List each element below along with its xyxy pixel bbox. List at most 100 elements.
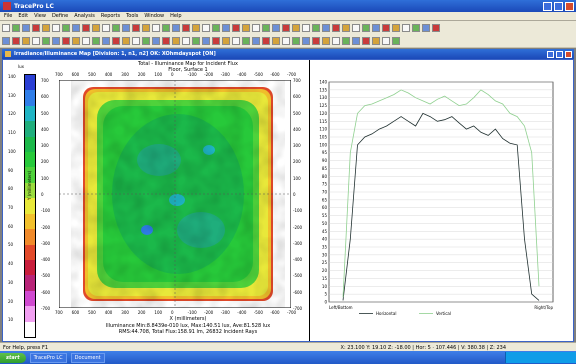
taskbar-item[interactable]: Document — [70, 352, 105, 363]
toolbar-button[interactable] — [32, 23, 40, 32]
toolbar-button[interactable] — [62, 23, 70, 32]
toolbar-button[interactable] — [132, 23, 140, 32]
toolbar-button[interactable] — [142, 23, 150, 32]
menu-tools[interactable]: Tools — [126, 13, 139, 19]
start-button[interactable]: start — [0, 352, 26, 363]
toolbar-button[interactable] — [122, 36, 130, 45]
menu-edit[interactable]: Edit — [18, 13, 29, 19]
menu-analysis[interactable]: Analysis — [74, 13, 95, 19]
toolbar-button[interactable] — [282, 23, 290, 32]
toolbar-button[interactable] — [252, 36, 260, 45]
toolbar-button[interactable] — [272, 23, 280, 32]
toolbar-button[interactable] — [342, 36, 350, 45]
child-maximize-icon[interactable] — [556, 50, 563, 58]
toolbar-button[interactable] — [132, 36, 140, 45]
toolbar-button[interactable] — [372, 23, 380, 32]
toolbar-button[interactable] — [172, 23, 180, 32]
toolbar-button[interactable] — [242, 23, 250, 32]
toolbar-button[interactable] — [182, 23, 190, 32]
menu-file[interactable]: File — [4, 13, 13, 19]
toolbar-button[interactable] — [392, 36, 400, 45]
toolbar-button[interactable] — [402, 23, 410, 32]
minimize-icon[interactable] — [543, 1, 552, 11]
toolbar-button[interactable] — [22, 23, 30, 32]
toolbar-button[interactable] — [332, 36, 340, 45]
toolbar-button[interactable] — [232, 36, 240, 45]
toolbar-button[interactable] — [162, 36, 170, 45]
toolbar-button[interactable] — [372, 36, 380, 45]
toolbar-button[interactable] — [382, 36, 390, 45]
toolbar-button[interactable] — [192, 36, 200, 45]
toolbar-button[interactable] — [322, 36, 330, 45]
toolbar-button[interactable] — [152, 36, 160, 45]
toolbar-button[interactable] — [82, 23, 90, 32]
menu-define[interactable]: Define — [51, 13, 69, 19]
pane-divider[interactable] — [309, 60, 310, 341]
menu-window[interactable]: Window — [144, 13, 165, 19]
toolbar-button[interactable] — [42, 23, 50, 32]
toolbar-button[interactable] — [432, 23, 440, 32]
toolbar-button[interactable] — [302, 36, 310, 45]
toolbar-button[interactable] — [342, 23, 350, 32]
toolbar-button[interactable] — [252, 23, 260, 32]
toolbar-button[interactable] — [222, 23, 230, 32]
toolbar-button[interactable] — [152, 23, 160, 32]
toolbar-button[interactable] — [332, 23, 340, 32]
toolbar-button[interactable] — [32, 36, 40, 45]
toolbar-button[interactable] — [22, 36, 30, 45]
menu-help[interactable]: Help — [170, 13, 182, 19]
toolbar-button[interactable] — [192, 23, 200, 32]
toolbar-button[interactable] — [2, 36, 10, 45]
toolbar-button[interactable] — [412, 23, 420, 32]
toolbar-button[interactable] — [232, 23, 240, 32]
toolbar-button[interactable] — [352, 23, 360, 32]
toolbar-button[interactable] — [322, 23, 330, 32]
toolbar-button[interactable] — [202, 23, 210, 32]
toolbar-button[interactable] — [352, 36, 360, 45]
toolbar-button[interactable] — [162, 23, 170, 32]
toolbar-button[interactable] — [122, 23, 130, 32]
toolbar-button[interactable] — [12, 36, 20, 45]
toolbar-button[interactable] — [302, 23, 310, 32]
maximize-icon[interactable] — [554, 1, 563, 11]
toolbar-button[interactable] — [72, 23, 80, 32]
toolbar-button[interactable] — [2, 23, 10, 32]
toolbar-button[interactable] — [362, 23, 370, 32]
toolbar-button[interactable] — [182, 36, 190, 45]
toolbar-button[interactable] — [112, 36, 120, 45]
menu-view[interactable]: View — [34, 13, 46, 19]
toolbar-button[interactable] — [62, 36, 70, 45]
child-close-icon[interactable] — [565, 50, 572, 58]
toolbar-button[interactable] — [202, 36, 210, 45]
toolbar-button[interactable] — [262, 23, 270, 32]
toolbar-button[interactable] — [282, 36, 290, 45]
toolbar-button[interactable] — [262, 36, 270, 45]
toolbar-button[interactable] — [82, 36, 90, 45]
taskbar-item[interactable]: TracePro LC — [29, 352, 67, 363]
toolbar-button[interactable] — [72, 36, 80, 45]
toolbar-button[interactable] — [12, 23, 20, 32]
toolbar-button[interactable] — [42, 36, 50, 45]
toolbar-button[interactable] — [312, 23, 320, 32]
toolbar-button[interactable] — [102, 36, 110, 45]
toolbar-button[interactable] — [172, 36, 180, 45]
toolbar-button[interactable] — [102, 23, 110, 32]
toolbar-button[interactable] — [392, 23, 400, 32]
toolbar-button[interactable] — [212, 23, 220, 32]
toolbar-button[interactable] — [92, 36, 100, 45]
toolbar-button[interactable] — [292, 23, 300, 32]
toolbar-button[interactable] — [112, 23, 120, 32]
child-minimize-icon[interactable] — [547, 50, 554, 58]
toolbar-button[interactable] — [362, 36, 370, 45]
toolbar-button[interactable] — [142, 36, 150, 45]
toolbar-button[interactable] — [422, 23, 430, 32]
toolbar-button[interactable] — [52, 36, 60, 45]
toolbar-button[interactable] — [272, 36, 280, 45]
toolbar-button[interactable] — [212, 36, 220, 45]
toolbar-button[interactable] — [52, 23, 60, 32]
close-icon[interactable] — [565, 1, 574, 11]
toolbar-button[interactable] — [312, 36, 320, 45]
toolbar-button[interactable] — [92, 23, 100, 32]
toolbar-button[interactable] — [222, 36, 230, 45]
toolbar-button[interactable] — [292, 36, 300, 45]
